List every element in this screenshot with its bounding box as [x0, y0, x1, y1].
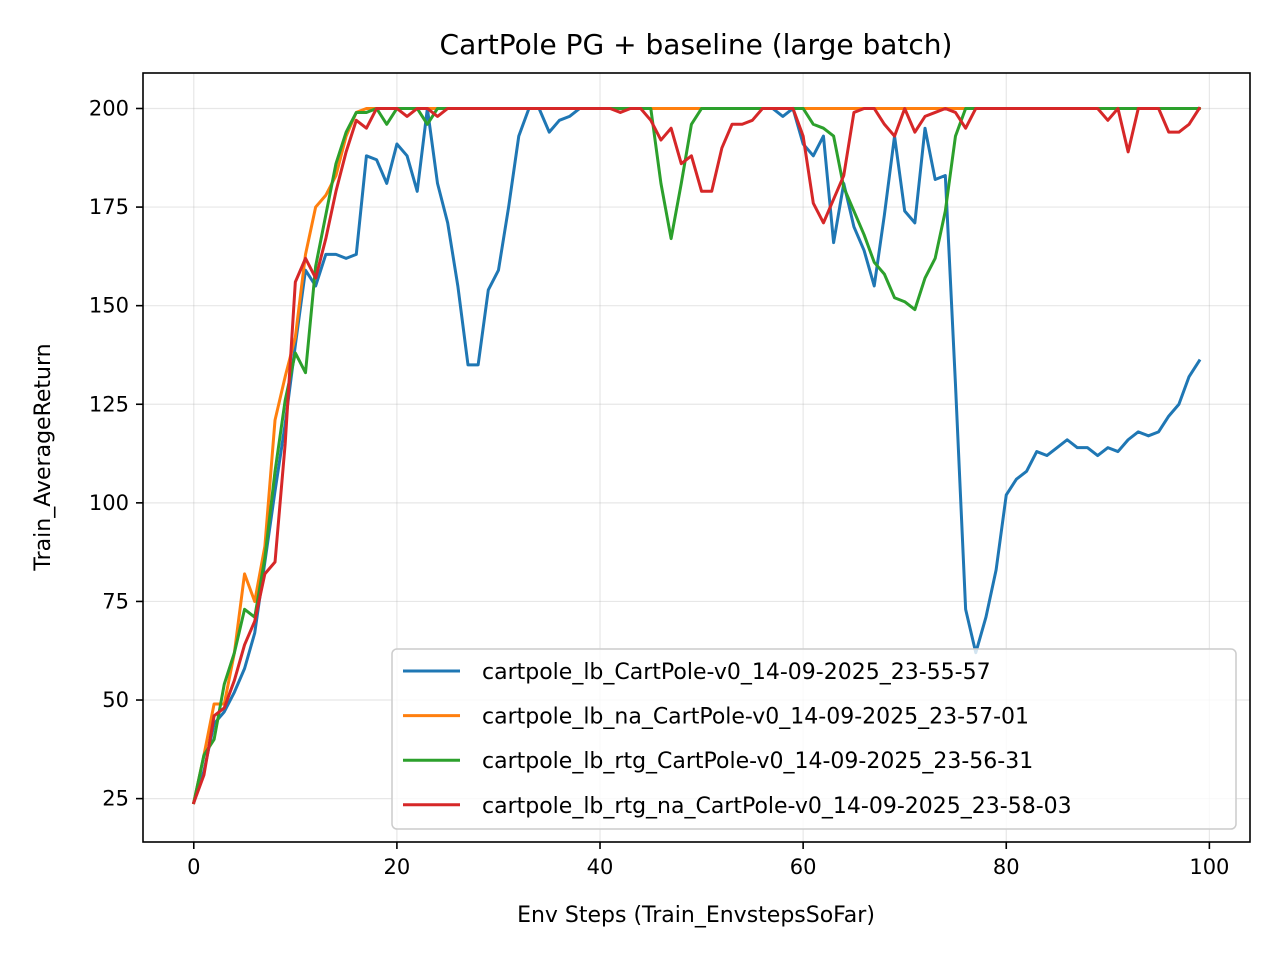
legend-label: cartpole_lb_na_CartPole-v0_14-09-2025_23… [482, 705, 1029, 730]
y-tick-label: 100 [89, 491, 129, 515]
legend-label: cartpole_lb_rtg_CartPole-v0_14-09-2025_2… [482, 749, 1033, 774]
legend-label: cartpole_lb_rtg_na_CartPole-v0_14-09-202… [482, 794, 1072, 819]
y-tick-label: 125 [89, 392, 129, 416]
y-tick-label: 200 [89, 96, 129, 120]
y-tick-label: 150 [89, 294, 129, 318]
chart-title: CartPole PG + baseline (large batch) [440, 28, 953, 61]
legend-entries: cartpole_lb_CartPole-v0_14-09-2025_23-55… [403, 660, 1072, 819]
legend: cartpole_lb_CartPole-v0_14-09-2025_23-55… [391, 648, 1237, 830]
legend-label: cartpole_lb_CartPole-v0_14-09-2025_23-55… [482, 660, 991, 685]
x-axis-label: Env Steps (Train_EnvstepsSoFar) [517, 903, 875, 928]
y-axis-label: Train_AverageReturn [31, 343, 56, 571]
y-tick-label: 75 [102, 589, 129, 613]
x-tick-label: 0 [187, 855, 200, 879]
x-tick-label: 100 [1189, 855, 1229, 879]
y-tick-label: 25 [102, 787, 129, 811]
series-lines [191, 106, 1202, 805]
legend-box [391, 648, 1237, 830]
y-tick-label: 50 [102, 688, 129, 712]
axes-frame [142, 72, 1251, 843]
x-tick-label: 80 [993, 855, 1020, 879]
x-tick-label: 60 [790, 855, 817, 879]
x-tick-label: 40 [587, 855, 614, 879]
series-line-3 [191, 106, 1202, 805]
y-tick-label: 175 [89, 195, 129, 219]
x-tick-label: 20 [384, 855, 411, 879]
axis-ticks: 0 20 40 60 80 100 25 50 75 100 125 150 175 200 [89, 96, 1230, 879]
